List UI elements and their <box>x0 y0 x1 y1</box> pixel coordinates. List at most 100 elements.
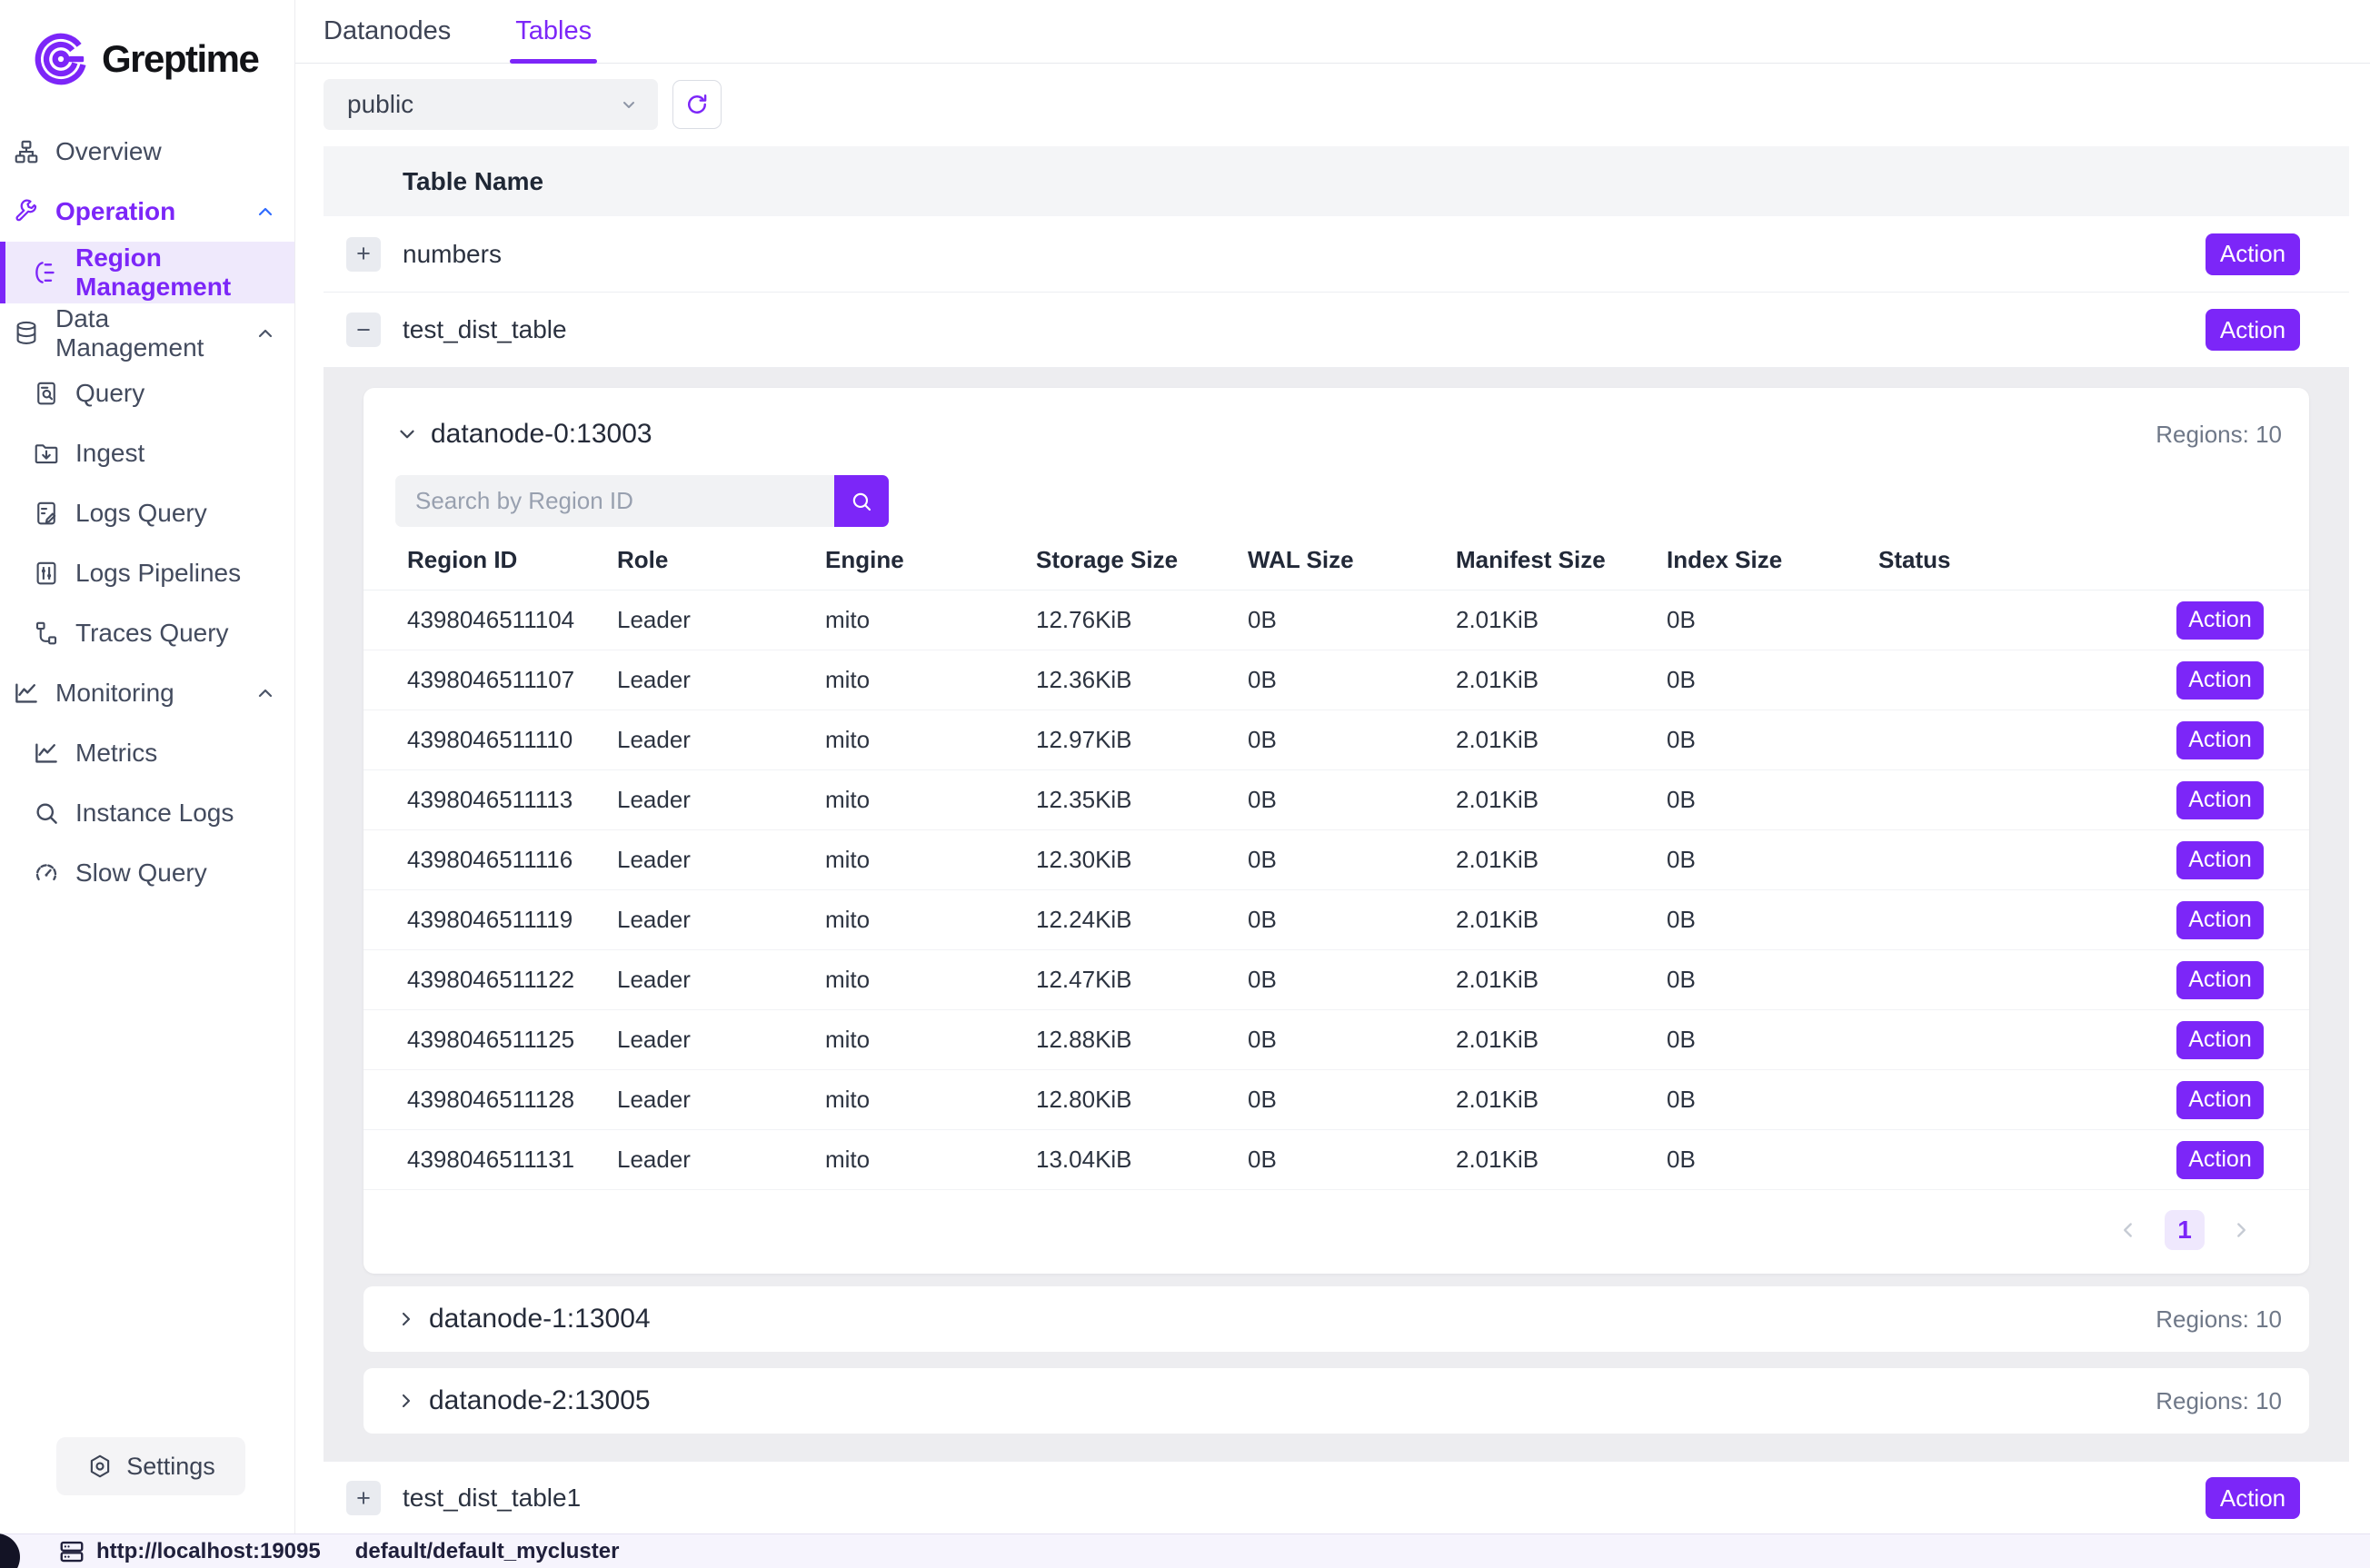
datanode-2-bar[interactable]: datanode-2:13005 Regions: 10 <box>363 1368 2309 1434</box>
region-action-button[interactable]: Action <box>2176 960 2264 999</box>
sidebar-item-metrics[interactable]: Metrics <box>0 723 294 783</box>
index-size-cell: 0B <box>1667 1026 1696 1053</box>
sidebar-item-label: Query <box>75 379 145 407</box>
region-id-cell: 4398046511113 <box>407 786 573 813</box>
wal-size-cell: 0B <box>1248 786 1277 813</box>
sidebar-item-logs-query[interactable]: Logs Query <box>0 483 294 543</box>
sidebar-item-overview[interactable]: Overview <box>0 122 294 182</box>
wal-size-cell: 0B <box>1248 726 1277 753</box>
role-cell: Leader <box>617 1026 691 1053</box>
role-cell: Leader <box>617 1086 691 1113</box>
search-icon <box>850 490 873 513</box>
region-table-row: 4398046511122 Leader mito 12.47KiB 0B 2.… <box>363 950 2309 1010</box>
expand-plus-button[interactable]: + <box>346 236 381 272</box>
table-name: test_dist_table1 <box>403 1484 582 1512</box>
sidebar-item-traces-query[interactable]: Traces Query <box>0 603 294 663</box>
sidebar-item-ingest[interactable]: Ingest <box>0 423 294 483</box>
page-next-icon[interactable] <box>2229 1218 2253 1242</box>
table-action-button[interactable]: Action <box>2206 233 2300 275</box>
manifest-size-cell: 2.01KiB <box>1456 966 1539 993</box>
region-table-row: 4398046511125 Leader mito 12.88KiB 0B 2.… <box>363 1010 2309 1070</box>
page-prev-icon[interactable] <box>2116 1218 2140 1242</box>
region-action-button[interactable]: Action <box>2176 780 2264 819</box>
storage-size-cell: 12.30KiB <box>1036 846 1132 873</box>
server-url[interactable]: http://localhost:19095 <box>96 1538 321 1563</box>
sidebar-item-slow-query[interactable]: Slow Query <box>0 843 294 903</box>
sidebar-item-data-management[interactable]: Data Management <box>0 303 294 363</box>
corner-blob <box>0 1533 20 1568</box>
region-table-row: 4398046511113 Leader mito 12.35KiB 0B 2.… <box>363 770 2309 830</box>
manifest-size-cell: 2.01KiB <box>1456 666 1539 693</box>
chevron-down-icon <box>618 94 640 115</box>
collapse-minus-button[interactable]: − <box>346 313 381 347</box>
tab-tables[interactable]: Tables <box>510 0 597 64</box>
index-size-cell: 0B <box>1667 966 1696 993</box>
schema-select-value: public <box>347 90 414 118</box>
main-content: Datanodes Tables public Table Name + num… <box>295 0 2370 1535</box>
region-action-button[interactable]: Action <box>2176 1080 2264 1119</box>
storage-size-cell: 13.04KiB <box>1036 1146 1132 1173</box>
region-action-button[interactable]: Action <box>2176 900 2264 939</box>
sidebar-item-region-management[interactable]: Region Management <box>0 242 294 303</box>
datanode-0-header[interactable]: datanode-0:13003 Regions: 10 <box>363 388 2309 450</box>
sidebar-item-label: Logs Query <box>75 499 207 527</box>
sidebar-item-operation[interactable]: Operation <box>0 182 294 242</box>
region-action-button[interactable]: Action <box>2176 1140 2264 1179</box>
role-cell: Leader <box>617 786 691 813</box>
region-action-button[interactable]: Action <box>2176 1020 2264 1059</box>
region-search-input[interactable] <box>395 475 834 527</box>
logs-pipelines-icon <box>33 560 60 587</box>
region-action-button[interactable]: Action <box>2176 660 2264 700</box>
region-search-button[interactable] <box>834 475 889 527</box>
schema-select[interactable]: public <box>324 79 658 130</box>
region-table-row: 4398046511104 Leader mito 12.76KiB 0B 2.… <box>363 590 2309 650</box>
tables-column-header: Table Name <box>324 146 2349 216</box>
sidebar-item-label: Slow Query <box>75 858 207 887</box>
regions-count-label: Regions: 10 <box>2156 420 2282 448</box>
chevron-down-icon[interactable] <box>395 422 419 446</box>
chevron-up-icon[interactable] <box>254 323 276 344</box>
role-cell: Leader <box>617 906 691 933</box>
chevron-up-icon[interactable] <box>254 201 276 223</box>
table-row-test-dist-table1: + test_dist_table1 Action <box>324 1461 2349 1535</box>
engine-cell: mito <box>825 906 871 933</box>
logo-text: Greptime <box>102 37 260 80</box>
table-name: test_dist_table <box>403 315 567 343</box>
sidebar-nav: Overview Operation Region Management <box>0 122 294 903</box>
engine-cell: mito <box>825 1086 871 1113</box>
refresh-button[interactable] <box>672 80 722 129</box>
sidebar-item-logs-pipelines[interactable]: Logs Pipelines <box>0 543 294 603</box>
table-action-button[interactable]: Action <box>2206 1477 2300 1519</box>
manifest-size-cell: 2.01KiB <box>1456 1026 1539 1053</box>
chevron-right-icon <box>395 1308 417 1330</box>
region-action-button[interactable]: Action <box>2176 720 2264 759</box>
datanode-1-bar[interactable]: datanode-1:13004 Regions: 10 <box>363 1286 2309 1352</box>
sidebar-item-label: Metrics <box>75 739 158 767</box>
region-action-button[interactable]: Action <box>2176 600 2264 640</box>
page-number[interactable]: 1 <box>2165 1210 2205 1250</box>
region-id-cell: 4398046511104 <box>407 606 575 633</box>
sidebar-item-monitoring[interactable]: Monitoring <box>0 663 294 723</box>
tab-datanodes[interactable]: Datanodes <box>324 16 452 45</box>
server-icon <box>58 1538 85 1565</box>
tables-container: Table Name + numbers Action − test_dist_… <box>324 146 2349 1535</box>
index-size-cell: 0B <box>1667 1146 1696 1173</box>
cluster-name[interactable]: default/default_mycluster <box>354 1538 620 1563</box>
chevron-up-icon[interactable] <box>254 682 276 704</box>
region-action-button[interactable]: Action <box>2176 840 2264 879</box>
storage-size-cell: 12.47KiB <box>1036 966 1132 993</box>
traces-query-icon <box>33 620 60 647</box>
settings-button[interactable]: Settings <box>56 1437 245 1495</box>
sidebar-item-instance-logs[interactable]: Instance Logs <box>0 783 294 843</box>
manifest-size-cell: 2.01KiB <box>1456 786 1539 813</box>
region-id-cell: 4398046511128 <box>407 1086 575 1113</box>
engine-cell: mito <box>825 666 871 693</box>
table-name: numbers <box>403 239 502 268</box>
column-header: Index Size <box>1667 546 1783 573</box>
toolbar: public <box>324 79 2370 130</box>
index-size-cell: 0B <box>1667 846 1696 873</box>
table-action-button[interactable]: Action <box>2206 309 2300 351</box>
column-header: Storage Size <box>1036 546 1179 573</box>
sidebar-item-query[interactable]: Query <box>0 363 294 423</box>
expand-plus-button[interactable]: + <box>346 1481 381 1515</box>
